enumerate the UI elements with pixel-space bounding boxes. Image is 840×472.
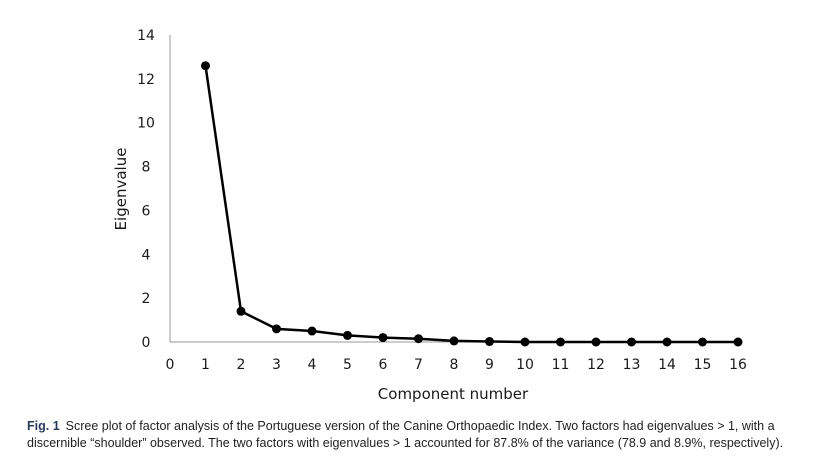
data-point (343, 330, 352, 340)
x-tick-label: 10 (516, 357, 534, 373)
x-tick-label: 7 (414, 357, 423, 373)
y-axis-title: Eigenvalue (112, 148, 130, 231)
data-point (449, 336, 459, 346)
y-tick-label: 8 (142, 160, 151, 176)
x-tick-label: 11 (552, 357, 570, 373)
x-tick-label: 1 (201, 357, 210, 373)
data-point (556, 337, 565, 347)
caption-text: Scree plot of factor analysis of the Por… (27, 419, 784, 450)
data-point (662, 337, 672, 347)
x-tick-labels: 0 1 2 3 4 5 6 7 8 9 10 11 12 13 14 15 16 (166, 357, 747, 373)
y-tick-label: 14 (137, 28, 155, 44)
data-point (307, 326, 317, 336)
y-tick-labels: 0 2 4 6 8 10 12 14 (137, 28, 155, 351)
figure-label: Fig. 1 (27, 419, 60, 433)
x-tick-label: 12 (587, 357, 605, 373)
x-tick-label: 0 (166, 357, 175, 373)
x-tick-label: 8 (450, 357, 459, 373)
figure-caption: Fig. 1 Scree plot of factor analysis of t… (27, 418, 827, 452)
y-tick-label: 12 (137, 72, 155, 88)
x-tick-label: 3 (272, 357, 281, 373)
data-point (591, 337, 601, 347)
x-tick-label: 5 (343, 357, 352, 373)
data-point (627, 337, 636, 347)
scree-plot: 0 2 4 6 8 10 12 14 0 1 2 3 4 5 6 7 8 9 10 11 12 13 14 15 16 Com… (112, 28, 747, 403)
data-point (201, 61, 210, 71)
data-point (698, 337, 707, 347)
data-point (378, 333, 388, 343)
x-tick-label: 13 (623, 357, 641, 373)
y-tick-label: 10 (137, 116, 155, 132)
x-tick-label: 6 (379, 357, 388, 373)
data-point (414, 334, 423, 344)
x-tick-label: 4 (308, 357, 317, 373)
y-tick-label: 2 (142, 291, 151, 307)
y-tick-label: 0 (142, 335, 151, 351)
data-point (520, 337, 530, 347)
x-axis-title: Component number (378, 385, 529, 403)
data-point (733, 337, 743, 347)
y-tick-label: 4 (142, 247, 151, 263)
data-points (201, 61, 743, 347)
data-point (272, 324, 281, 334)
x-tick-label: 9 (485, 357, 494, 373)
series-line (204, 65, 738, 344)
y-tick-label: 6 (142, 203, 151, 219)
x-tick-label: 14 (658, 357, 676, 373)
data-point (236, 306, 246, 316)
x-tick-label: 15 (694, 357, 712, 373)
x-tick-label: 2 (237, 357, 246, 373)
x-tick-label: 16 (729, 357, 747, 373)
data-point (485, 337, 494, 347)
